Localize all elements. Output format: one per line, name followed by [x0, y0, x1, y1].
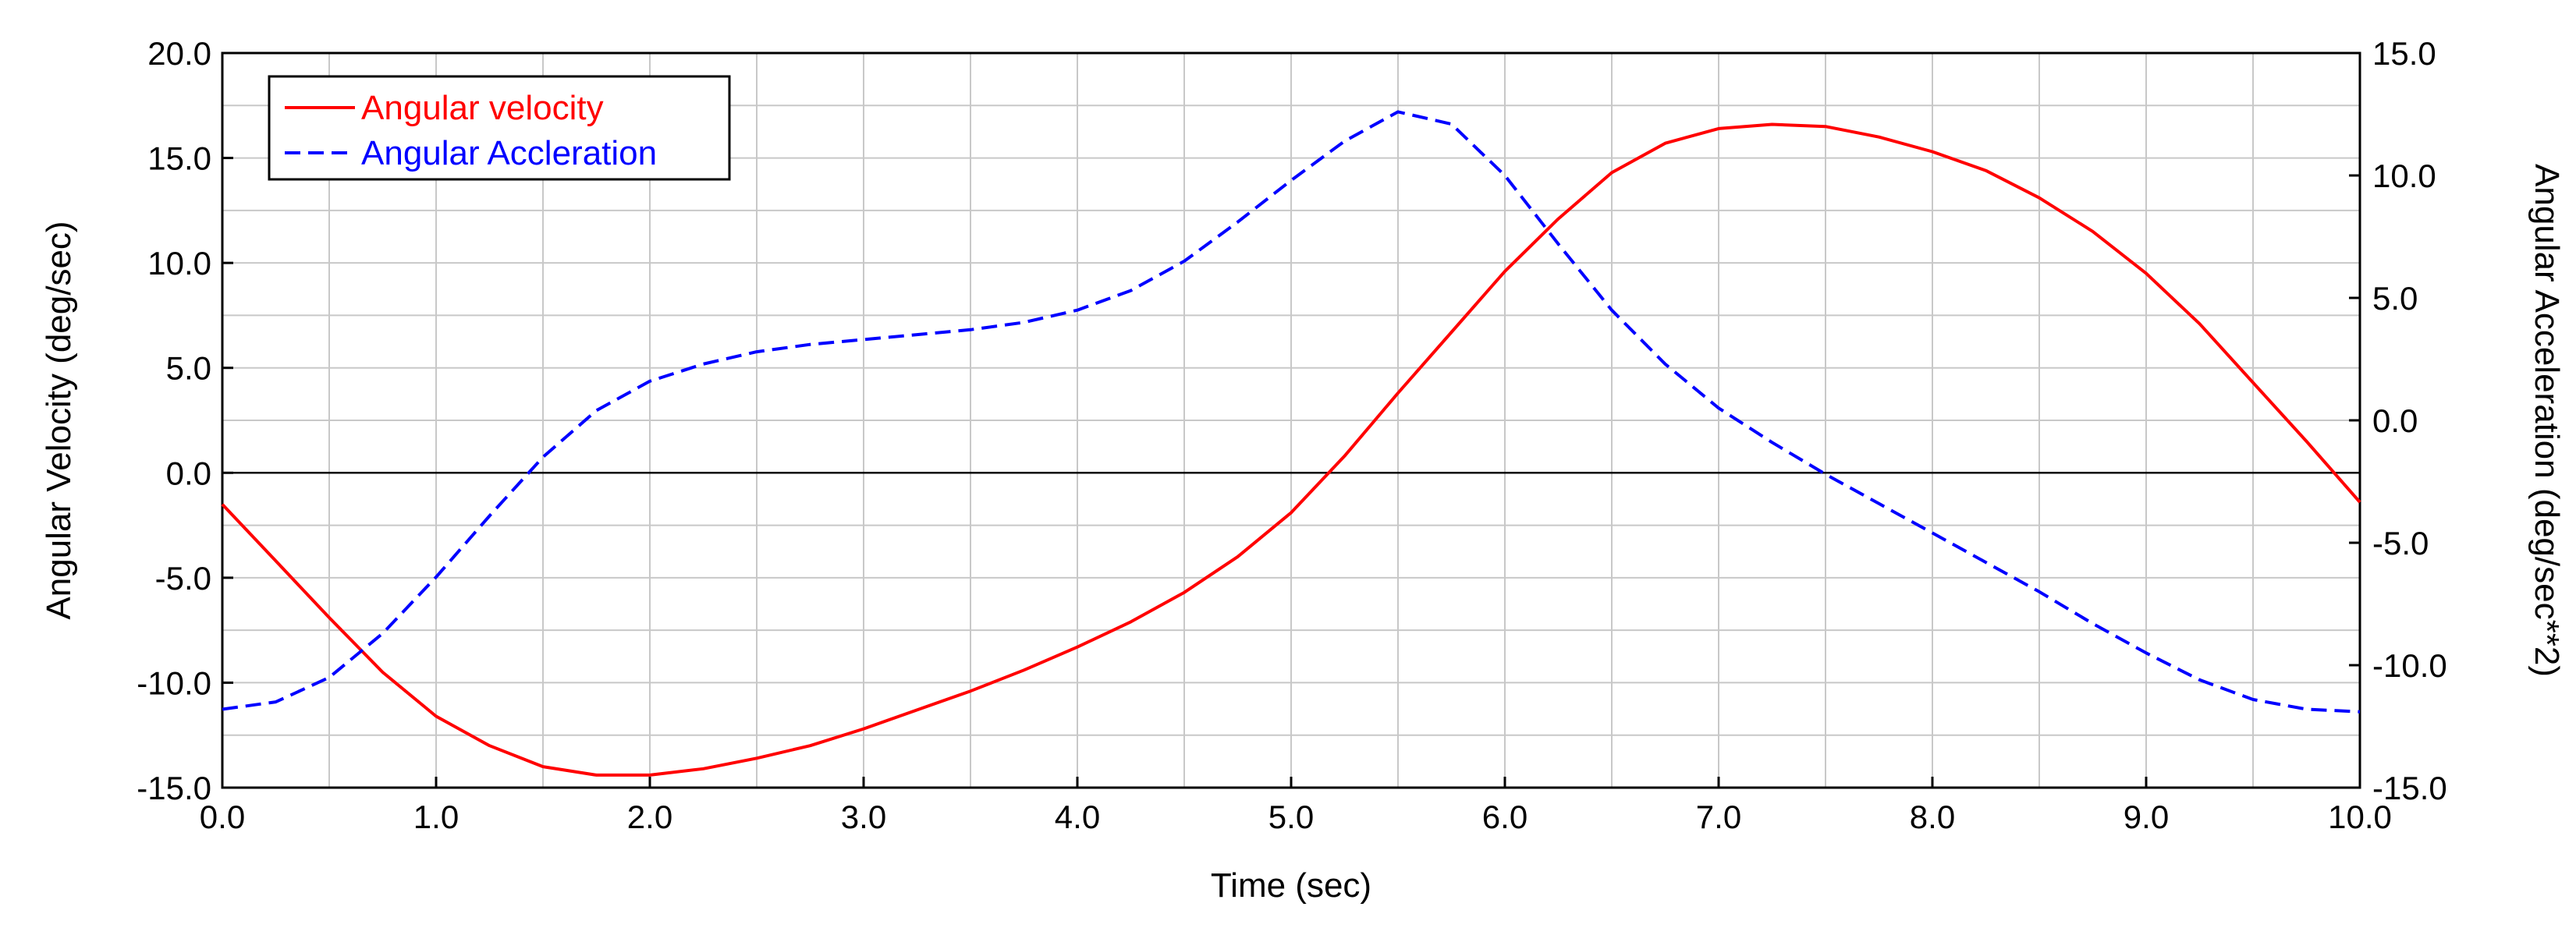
series-layer: [221, 110, 2361, 777]
x-tick-label: 10.0: [2328, 799, 2392, 835]
legend-box: [268, 75, 731, 181]
legend-label-0: Angular velocity: [361, 89, 604, 127]
y-left-tick-label: 20.0: [147, 35, 211, 72]
x-tick-label: 4.0: [1055, 799, 1100, 835]
y-right-tick-label: -15.0: [2372, 770, 2447, 806]
x-tick-label: 5.0: [1268, 799, 1314, 835]
legend: Angular velocity Angular Accleration: [268, 75, 731, 181]
series-line-1: [222, 110, 2361, 714]
x-tick-label: 6.0: [1482, 799, 1528, 835]
y-left-tick-label: 0.0: [166, 455, 211, 491]
y-left-axis-title: Angular Velocity (deg/sec): [40, 221, 78, 619]
y-right-tick-label: -5.0: [2372, 525, 2429, 561]
x-tick-label: 2.0: [627, 799, 672, 835]
legend-label-1: Angular Accleration: [361, 134, 657, 172]
series-line-0: [221, 122, 2361, 777]
y-left-tick-label: -5.0: [155, 560, 211, 597]
y-right-tick-label: 15.0: [2372, 35, 2436, 72]
x-axis-title: Time (sec): [1211, 866, 1371, 905]
x-tick-label: 7.0: [1696, 799, 1741, 835]
y-right-tick-label: 5.0: [2372, 280, 2418, 317]
x-tick-label: 3.0: [841, 799, 886, 835]
y-left-tick-label: 15.0: [147, 140, 211, 177]
y-left-tick-label: -15.0: [137, 770, 211, 806]
x-tick-label: 8.0: [1910, 799, 1955, 835]
y-right-axis-title: Angular Acceleration (deg/sec**2): [2528, 164, 2566, 677]
y-right-tick-label: -10.0: [2372, 647, 2447, 684]
y-left-tick-label: 5.0: [166, 350, 211, 387]
y-right-tick-label: 0.0: [2372, 402, 2418, 439]
x-tick-label: 0.0: [200, 799, 245, 835]
y-right-tick-label: 10.0: [2372, 158, 2436, 194]
x-tick-label: 9.0: [2124, 799, 2169, 835]
x-tick-label: 1.0: [413, 799, 459, 835]
y-left-tick-label: 10.0: [147, 245, 211, 282]
y-left-tick-label: -10.0: [137, 664, 211, 701]
axis-layer: 0.0 1.0 2.0 3.0 4.0 5.0 6.0 7.0 8.0 9.0 10.0 20.0 15…: [40, 35, 2566, 905]
